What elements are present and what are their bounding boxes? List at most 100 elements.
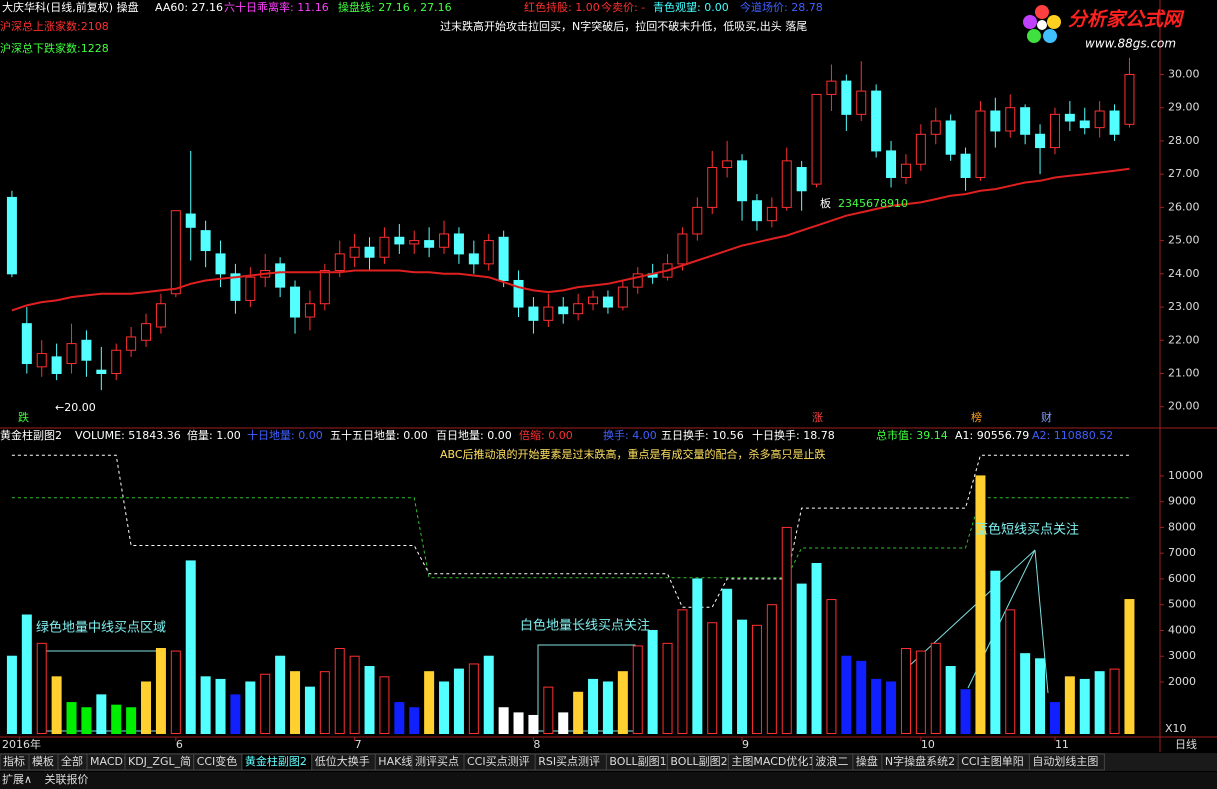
tab[interactable]	[1028, 753, 1105, 771]
petal	[1035, 5, 1049, 19]
tab-label[interactable]: 指标	[3, 754, 25, 768]
candle-body	[617, 286, 628, 308]
volume-bar	[602, 681, 613, 734]
tab-label[interactable]: 全部	[61, 754, 83, 768]
volume-bar	[886, 681, 897, 734]
panel-item: A2: 110880.52	[1032, 429, 1113, 442]
x-tick-label: 11	[1055, 738, 1069, 751]
unit-label: X10	[1165, 722, 1187, 735]
footer-bar	[0, 772, 1217, 789]
y-tick-label: 8000	[1168, 520, 1196, 533]
volume-bar	[424, 671, 435, 735]
panel-item: 五十五日地量: 0.00	[330, 428, 428, 442]
tab-label[interactable]: 主图MACD优化1	[731, 754, 815, 768]
volume-bar	[1064, 676, 1075, 735]
candle-body	[632, 273, 643, 288]
candle-body	[424, 240, 435, 248]
candle-body	[439, 233, 450, 248]
footer-button[interactable]: 关联报价	[45, 772, 89, 786]
volume-bar	[379, 676, 390, 735]
tab-label[interactable]: RSI买点测评	[538, 755, 600, 768]
tab-label[interactable]: 模板	[32, 754, 54, 768]
volume-bar	[617, 671, 628, 735]
volume-bar	[439, 681, 450, 734]
volume-bar	[51, 676, 62, 735]
volume-bar	[707, 622, 718, 735]
volume-bar	[811, 562, 822, 735]
candle-body	[707, 167, 718, 208]
tab-label[interactable]: 自动划线主图	[1032, 754, 1098, 768]
volume-bar	[126, 707, 137, 735]
annotation: 白色地量长线买点关注	[520, 618, 650, 634]
volume-bar	[96, 694, 107, 735]
candle-body	[81, 339, 92, 361]
tab-label[interactable]: 低位大换手	[315, 754, 370, 768]
candle-body	[588, 296, 599, 305]
candle-body	[573, 303, 584, 315]
candle-body	[781, 160, 792, 208]
footer-button[interactable]: 扩展∧	[2, 772, 32, 786]
candle-body	[111, 349, 122, 375]
price-annotation: 涨	[812, 411, 823, 424]
candle-body	[722, 160, 733, 169]
candle-body	[126, 336, 137, 351]
y-tick-label: 24.00	[1168, 267, 1200, 280]
volume-bar	[781, 526, 792, 735]
header-item: 今道场价: 28.78	[740, 0, 823, 14]
candle-body	[364, 246, 375, 258]
volume-bar	[483, 655, 494, 734]
tab-label[interactable]: BOLL副图1	[609, 755, 666, 768]
tab-label[interactable]: CCI变色	[197, 754, 238, 768]
y-tick-label: 26.00	[1168, 200, 1200, 213]
candle-body	[21, 323, 32, 365]
panel-item: 倍缩: 0.00	[519, 428, 573, 442]
volume-bar	[826, 599, 837, 735]
tab-label[interactable]: 操盘	[856, 754, 878, 768]
volume-bar	[915, 650, 926, 734]
volume-bar	[841, 655, 852, 734]
candle-body	[960, 153, 971, 178]
tab-label[interactable]: 黄金柱副图2	[245, 754, 307, 768]
tab-label[interactable]: KDJ_ZGL_简	[128, 754, 191, 768]
tab-label[interactable]: CCI主图单阳	[961, 755, 1024, 768]
volume-bar	[975, 475, 986, 734]
candle-body	[468, 253, 479, 265]
volume-bar	[513, 712, 524, 735]
panel-subtitle: ABC后推动浪的开始要素是过末跌高，重点是有成交量的配合，杀多高只是止跌	[440, 447, 826, 461]
candle-body	[1124, 73, 1135, 125]
y-tick-label: 7000	[1168, 546, 1196, 559]
price-annotation: 板	[820, 196, 831, 210]
panel-item: 倍量: 1.00	[187, 428, 241, 442]
volume-bar	[155, 647, 166, 735]
volume-bar	[215, 678, 226, 734]
tab-label[interactable]: MACD1	[90, 755, 130, 768]
header-item: 红色持股: 1.00	[524, 0, 600, 14]
volume-bar	[766, 604, 777, 735]
petal	[1043, 29, 1057, 43]
volume-bar	[185, 560, 196, 734]
y-tick-label: 20.00	[1168, 400, 1200, 413]
candle-body	[275, 263, 286, 288]
volume-bar	[468, 663, 479, 734]
tab-label[interactable]: 波浪二	[815, 754, 848, 768]
panel-item: A1: 90556.79	[955, 429, 1029, 442]
volume-bar	[1020, 653, 1031, 735]
tab-label[interactable]: CCI买点测评	[467, 755, 530, 768]
panel-item: 十日换手: 18.78	[752, 428, 835, 442]
volume-bar	[6, 655, 17, 734]
candle-body	[766, 206, 777, 222]
panel-item: 换手: 4.00	[603, 428, 657, 442]
candle-body	[51, 356, 62, 375]
panel-item: 五日换手: 10.56	[661, 428, 744, 442]
volume-bar	[543, 686, 554, 734]
tab-label[interactable]: N字操盘系统2	[885, 754, 955, 768]
candle-body	[528, 306, 539, 321]
dashed-line	[11, 497, 1130, 579]
tab-label[interactable]: 测评买点	[415, 755, 459, 768]
tab-label[interactable]: HAK线	[378, 754, 412, 768]
y-tick-label: 27.00	[1168, 167, 1200, 180]
tab-label[interactable]: BOLL副图2	[670, 755, 727, 768]
volume-bar	[141, 681, 152, 734]
volume-bar	[111, 704, 122, 734]
